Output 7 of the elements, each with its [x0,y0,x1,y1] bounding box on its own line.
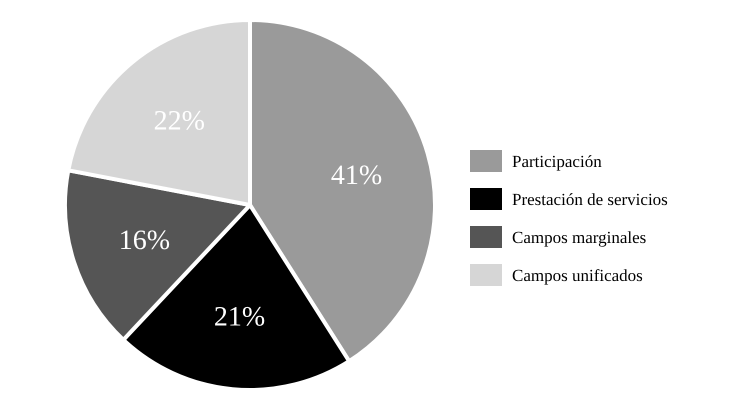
data-label: 16% [118,225,170,256]
legend-label: Campos unificados [512,266,643,285]
legend-label: Prestación de servicios [512,190,668,209]
legend-label: Participación [512,152,602,171]
legend-label: Campos marginales [512,228,646,247]
data-label: 21% [214,301,266,332]
data-label: 41% [330,160,382,191]
